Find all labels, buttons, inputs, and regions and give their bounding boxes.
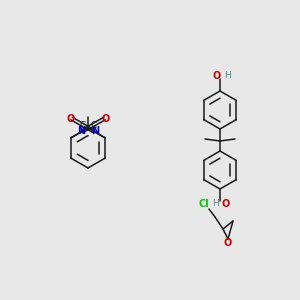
Text: H: H xyxy=(212,200,219,208)
Text: Cl: Cl xyxy=(199,199,209,209)
Text: O: O xyxy=(213,71,221,81)
Text: O: O xyxy=(66,115,75,124)
Text: C: C xyxy=(80,122,86,130)
Text: H: H xyxy=(224,70,231,80)
Text: O: O xyxy=(224,238,232,248)
Text: C: C xyxy=(90,122,96,130)
Text: N: N xyxy=(77,127,85,136)
Text: O: O xyxy=(101,115,110,124)
Text: O: O xyxy=(222,199,230,209)
Text: N: N xyxy=(91,127,99,136)
